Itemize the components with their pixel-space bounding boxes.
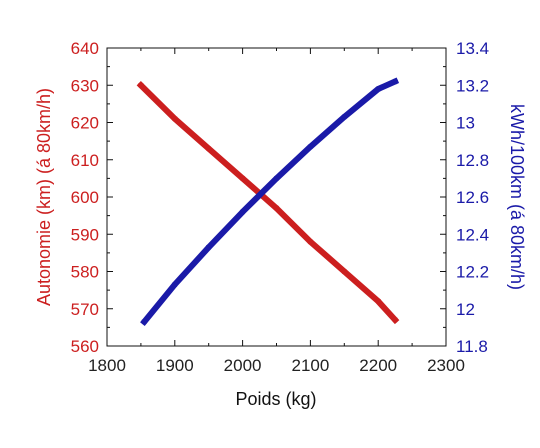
y-right-tick-label: 12.6 — [456, 188, 489, 207]
y-left-tick-label: 560 — [71, 337, 99, 356]
x-tick-label: 2300 — [427, 356, 465, 375]
consumption-point — [141, 318, 148, 325]
y-left-tick-label: 600 — [71, 188, 99, 207]
x-tick-label: 2000 — [224, 356, 262, 375]
y-right-tick-label: 12.8 — [456, 151, 489, 170]
x-tick-label: 1900 — [156, 356, 194, 375]
tick-labels: 1800 1900 2000 2100 2200 2300 560 570 580 590 600 6… — [71, 39, 489, 375]
y-left-tick-label: 570 — [71, 300, 99, 319]
y-axis-right-label: kWh/100km (á 80km/h) — [507, 104, 527, 290]
y-right-tick-label: 11.8 — [456, 337, 488, 356]
x-tick-label: 2100 — [291, 356, 329, 375]
range-point — [341, 268, 348, 275]
y-right-tick-label: 13.2 — [456, 76, 489, 95]
y-left-tick-label: 620 — [71, 114, 99, 133]
consumption-point — [392, 78, 399, 85]
y-right-tick-label: 12.4 — [456, 225, 489, 244]
range-point — [273, 205, 280, 212]
series-range-line — [136, 81, 400, 325]
y-left-tick-label: 610 — [71, 151, 99, 170]
y-right-tick-label: 12 — [456, 300, 475, 319]
tick-marks — [106, 47, 447, 347]
y-left-tick-label: 580 — [71, 263, 99, 282]
consumption-point — [341, 113, 348, 120]
consumption-point — [239, 208, 246, 215]
range-point — [137, 82, 144, 89]
y-left-tick-label: 590 — [71, 225, 99, 244]
x-tick-label: 1800 — [88, 356, 126, 375]
consumption-point — [171, 281, 178, 288]
y-left-tick-label: 630 — [71, 76, 99, 95]
y-right-tick-label: 13 — [456, 114, 475, 133]
consumption-point — [205, 244, 212, 251]
range-point — [171, 115, 178, 122]
series-layer — [136, 77, 400, 327]
y-left-tick-label: 640 — [71, 39, 99, 58]
range-point — [392, 316, 399, 323]
range-point — [375, 298, 382, 305]
range-point — [205, 145, 212, 152]
range-point — [307, 238, 314, 245]
x-tick-label: 2200 — [359, 356, 397, 375]
y-right-tick-label: 12.2 — [456, 263, 489, 282]
consumption-point — [375, 85, 382, 92]
x-axis-label: Poids (kg) — [235, 389, 316, 409]
y-right-tick-label: 13.4 — [456, 39, 489, 58]
consumption-point — [307, 143, 314, 150]
consumption-point — [273, 175, 280, 182]
range-point — [239, 175, 246, 182]
y-axis-left-label: Autonomie (km) (á 80km/h) — [34, 88, 54, 306]
